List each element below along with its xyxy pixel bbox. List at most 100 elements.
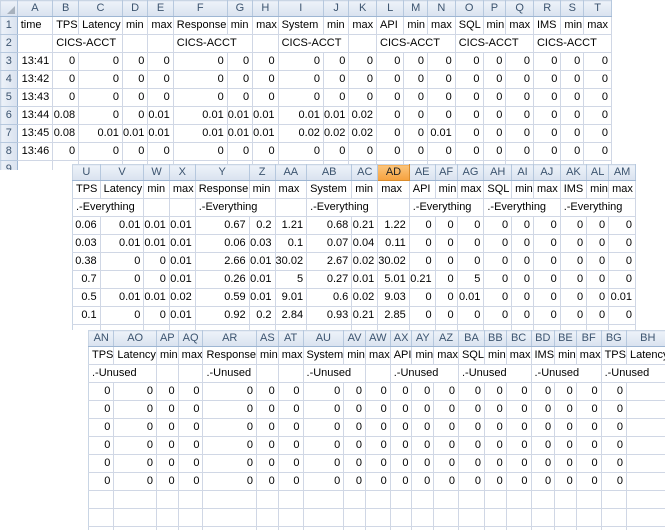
cell[interactable]: 0 (533, 70, 562, 89)
cell[interactable]: 0 (88, 382, 115, 401)
cell[interactable] (343, 490, 366, 509)
cell[interactable]: 0 (531, 472, 556, 491)
cell[interactable]: 0 (483, 70, 507, 89)
cell[interactable]: 0.5 (72, 288, 101, 307)
cell[interactable]: 30.02 (275, 252, 308, 271)
metric-label-cell[interactable]: min (411, 346, 435, 365)
cell[interactable]: 0 (531, 382, 556, 401)
cell[interactable]: 0 (483, 52, 507, 71)
cell[interactable]: 0 (256, 472, 279, 491)
cell[interactable]: 0 (533, 88, 562, 107)
cell[interactable]: 2.85 (377, 306, 410, 325)
group-label-cell[interactable] (365, 364, 391, 383)
cell[interactable] (601, 526, 627, 530)
cell[interactable] (156, 490, 179, 509)
col-header-AA[interactable]: AA (275, 164, 308, 181)
group-label-cell[interactable] (17, 34, 54, 53)
cell[interactable]: 0 (122, 106, 149, 125)
cell[interactable]: 0 (403, 106, 429, 125)
cell[interactable] (554, 526, 577, 530)
group-label-cell[interactable]: .-Everything (483, 198, 561, 217)
cell[interactable] (88, 508, 115, 527)
cell[interactable]: 0 (531, 436, 556, 455)
cell[interactable]: 0.21 (409, 270, 436, 289)
cell[interactable]: 0 (323, 88, 350, 107)
cell[interactable]: 0 (586, 252, 610, 271)
cell[interactable]: 0 (390, 400, 413, 419)
cell[interactable]: 0 (303, 418, 345, 437)
cell[interactable]: 0.01 (249, 270, 276, 289)
metric-label-cell[interactable]: min (560, 16, 585, 35)
cell[interactable]: 0.01 (173, 106, 228, 125)
cell[interactable]: 0.08 (52, 106, 80, 125)
cell[interactable]: 0 (227, 88, 254, 107)
cell[interactable]: 0 (409, 234, 436, 253)
cell[interactable]: 0 (390, 382, 413, 401)
cell[interactable]: 0 (78, 142, 123, 161)
cell[interactable]: 0.01 (143, 216, 170, 235)
cell[interactable]: 0 (156, 472, 179, 491)
col-header-P[interactable]: P (483, 0, 507, 17)
cell[interactable] (343, 508, 366, 527)
cell[interactable] (458, 490, 485, 509)
metric-label-cell[interactable]: SQL (483, 180, 513, 199)
cell[interactable]: 0.26 (195, 270, 250, 289)
cell[interactable] (435, 324, 458, 330)
cell[interactable] (249, 324, 276, 330)
row-header-3[interactable]: 3 (0, 52, 18, 71)
cell[interactable]: 0 (511, 234, 535, 253)
col-header-AI[interactable]: AI (511, 164, 535, 181)
metric-label-cell[interactable]: min (256, 346, 279, 365)
cell[interactable]: 0 (409, 288, 436, 307)
cell[interactable]: 0 (403, 124, 429, 143)
cell[interactable]: 13:46 (17, 142, 54, 161)
cell[interactable]: 0 (376, 88, 405, 107)
cell[interactable]: 0 (435, 306, 458, 325)
cell[interactable] (576, 508, 602, 527)
col-header-M[interactable]: M (403, 0, 429, 17)
cell[interactable]: 0 (560, 216, 588, 235)
metric-label-cell[interactable]: min (586, 180, 610, 199)
metric-label-cell[interactable]: TPS (72, 180, 101, 199)
cell[interactable]: 0 (505, 88, 534, 107)
cell[interactable]: 0 (457, 216, 485, 235)
cell[interactable]: 0 (554, 382, 577, 401)
metric-label-cell[interactable]: min (156, 346, 179, 365)
col-header-AR[interactable]: AR (202, 330, 257, 347)
cell[interactable]: 0 (156, 436, 179, 455)
row-header-1[interactable]: 1 (0, 16, 18, 35)
cell[interactable]: 0 (348, 88, 378, 107)
col-header-AJ[interactable]: AJ (533, 164, 561, 181)
cell[interactable]: 0 (483, 88, 507, 107)
metric-label-cell[interactable]: TPS (52, 16, 80, 35)
cell[interactable]: 0 (303, 382, 345, 401)
metric-label-cell[interactable]: min (435, 180, 458, 199)
cell[interactable]: 0 (576, 400, 602, 419)
cell[interactable]: 0 (483, 124, 507, 143)
cell[interactable]: 0 (178, 454, 204, 473)
cell[interactable]: 0.21 (351, 306, 379, 325)
cell[interactable]: 0 (409, 216, 436, 235)
cell[interactable]: 0 (531, 418, 556, 437)
cell[interactable]: 13:45 (17, 124, 54, 143)
metric-label-cell[interactable]: max (583, 16, 612, 35)
cell[interactable]: 0 (227, 70, 254, 89)
cell[interactable] (626, 454, 665, 473)
cell[interactable]: 0 (608, 270, 636, 289)
col-header-U[interactable]: U (72, 164, 101, 181)
cell[interactable]: 0 (601, 400, 627, 419)
cell[interactable]: 0 (601, 418, 627, 437)
cell[interactable]: 0 (348, 52, 378, 71)
cell[interactable] (433, 508, 459, 527)
col-header-AE[interactable]: AE (409, 164, 436, 181)
cell[interactable]: 0 (343, 382, 366, 401)
cell[interactable]: 0 (435, 216, 458, 235)
cell[interactable]: 0 (586, 216, 610, 235)
col-header-Y[interactable]: Y (195, 164, 250, 181)
cell[interactable]: 0 (278, 436, 304, 455)
cell[interactable]: 0.01 (147, 124, 174, 143)
cell[interactable]: 0 (483, 106, 507, 125)
cell[interactable]: 0 (343, 418, 366, 437)
cell[interactable] (113, 508, 157, 527)
cell[interactable]: 0.01 (100, 234, 145, 253)
